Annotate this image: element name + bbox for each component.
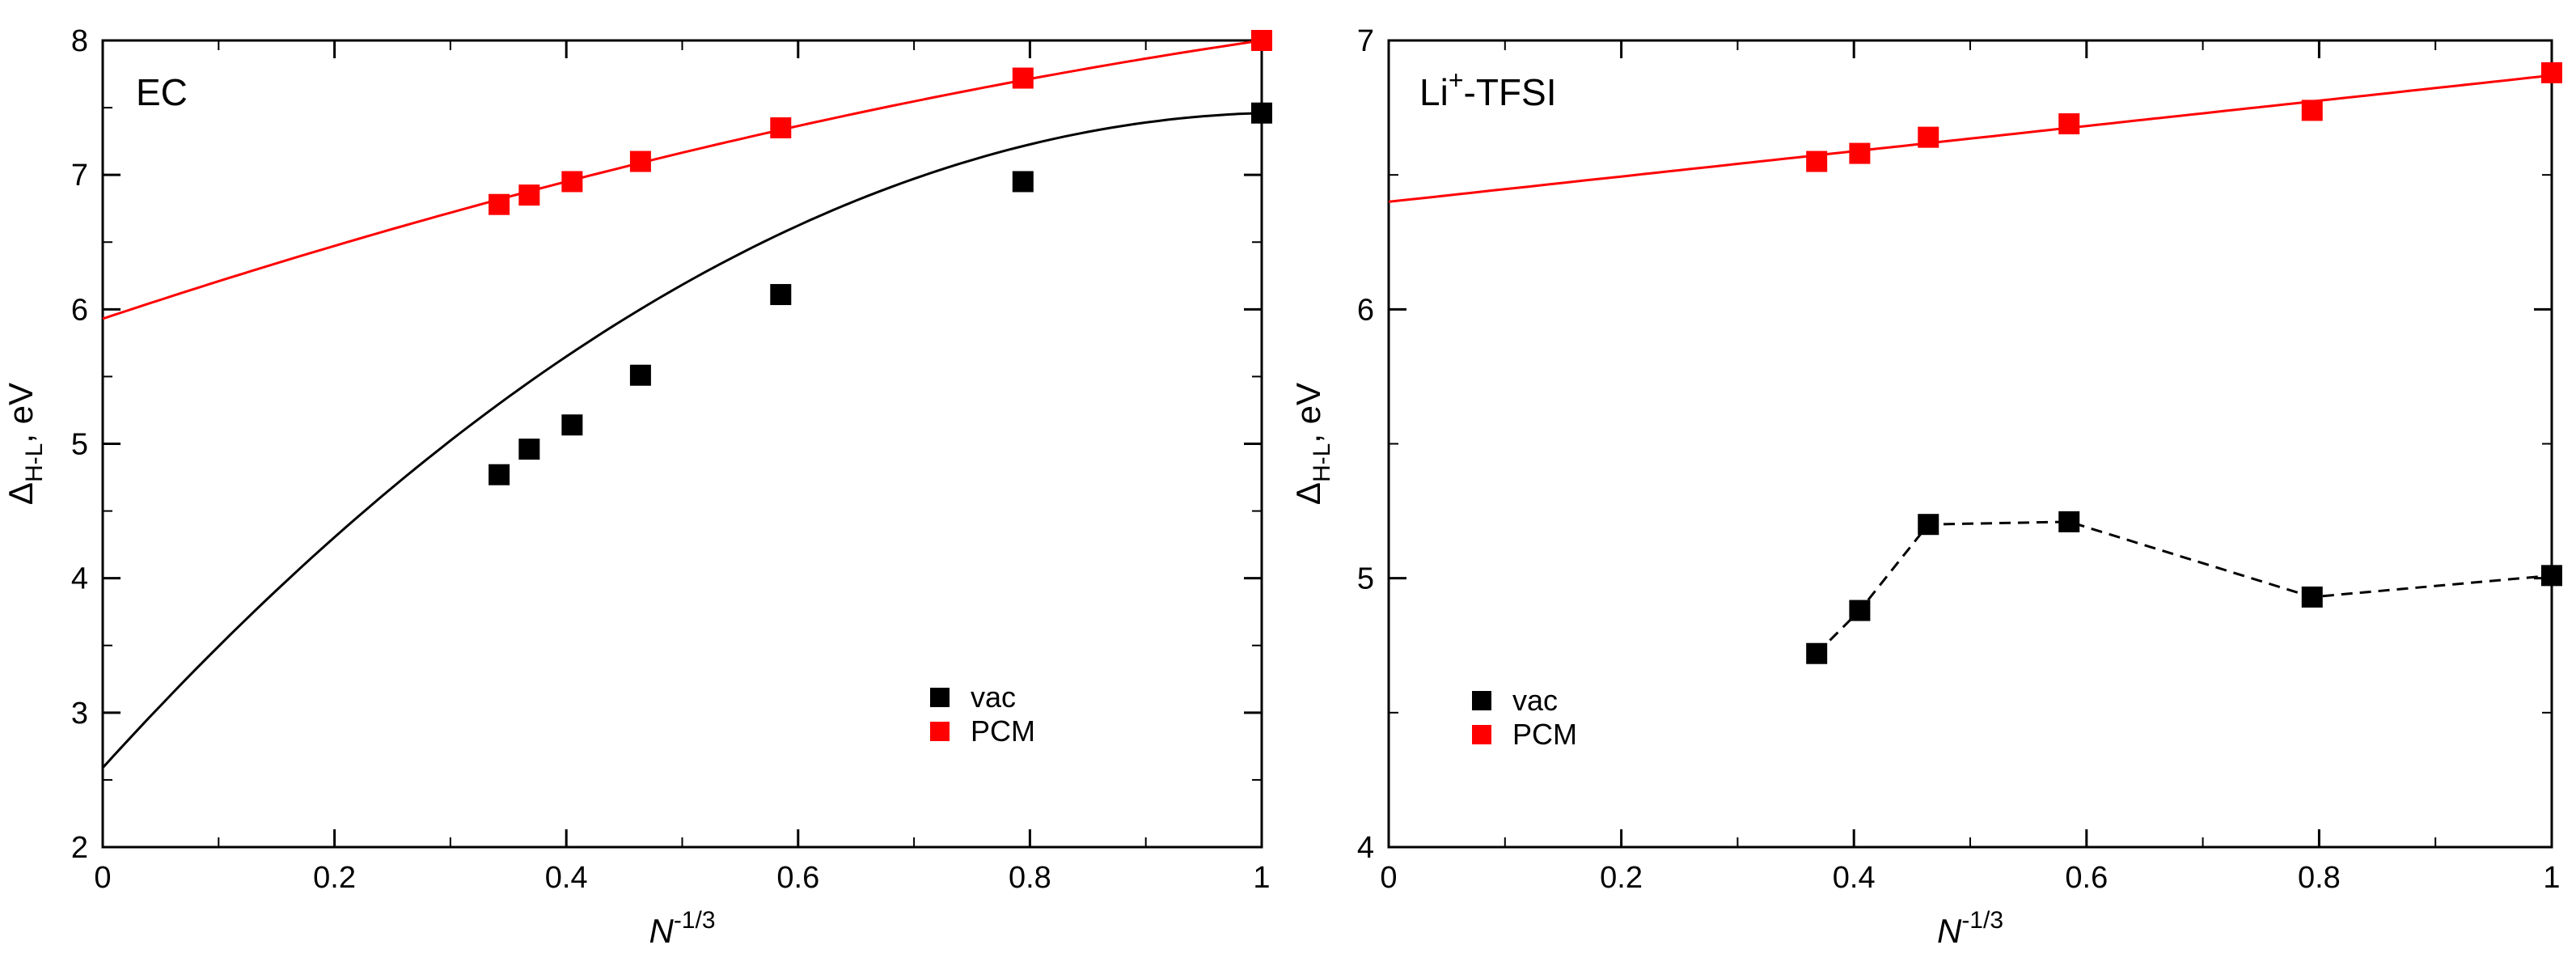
x-axis-label-superscript: -1/3 [1961,907,2003,934]
x-axis-label-main: N [1937,912,1962,950]
legend-label-vac: vac [971,680,1016,714]
data-point-vac [1251,102,1272,124]
y-tick-label: 2 [71,831,88,865]
data-point-pcm [489,193,510,215]
x-tick-label: 0.4 [1833,861,1876,895]
data-point-vac [2058,511,2080,532]
x-tick-label: 0.4 [545,861,588,895]
data-point-vac [2541,565,2562,587]
y-tick-label: 6 [1357,293,1374,327]
y-tick-label: 4 [1357,831,1374,865]
data-point-vac [2301,586,2323,608]
x-axis-label-superscript: -1/3 [674,907,716,934]
y-tick-label: 7 [71,159,88,193]
legend-label-pcm: PCM [971,714,1035,748]
data-point-vac [561,414,583,436]
x-tick-label: 0.8 [1009,861,1051,895]
y-tick-label: 3 [71,697,88,731]
data-point-vac [1806,642,1828,664]
y-axis-label-subscript: H-L [21,443,48,482]
y-tick-label: 5 [1357,562,1374,596]
y-tick-label: 7 [1357,24,1374,58]
data-point-vac [770,284,792,306]
y-axis-label-unit: , eV [1289,383,1327,443]
panel-title: EC [136,71,188,113]
x-tick-label: 0.2 [1600,861,1643,895]
y-tick-label: 4 [71,562,88,596]
series-line-pcm [1388,74,2553,203]
y-axis-label-unit: , eV [2,383,40,443]
data-point-pcm [1251,30,1272,51]
data-point-pcm [1849,142,1871,164]
series-line-vac [1816,520,2553,655]
legend-marker-pcm [930,722,950,741]
y-axis-label: ΔH-L, eV [2,383,48,505]
panel-title-main: EC [136,71,188,113]
x-tick-label: 0 [1380,861,1397,895]
panel-title: Li+-TFSI [1419,66,1556,113]
legend-label-pcm: PCM [1512,718,1577,751]
x-axis-label-main: N [649,912,674,950]
y-axis-label-subscript: H-L [1309,443,1335,482]
data-point-vac [518,439,540,460]
chart-panel-1: 0 0.2 0.4 0.6 0.8 1 2 3 4 5 6 7 8 N-1/3 ΔH-L, eV EC vacP… [2,24,1272,950]
x-tick-label: 0.8 [2298,861,2341,895]
data-point-pcm [1918,126,1939,148]
data-point-pcm [2301,100,2323,121]
legend-marker-vac [1472,691,1491,710]
y-tick-label: 6 [71,293,88,327]
x-tick-label: 1 [1253,861,1270,895]
series-line-vac [101,112,1263,769]
x-tick-label: 0.6 [2065,861,2108,895]
legend-marker-pcm [1472,725,1491,744]
data-point-vac [1012,171,1034,193]
data-point-vac [489,464,510,485]
data-point-vac [1918,514,1939,536]
legend-marker-vac [930,688,950,707]
data-point-pcm [629,150,651,172]
y-tick-label: 5 [71,428,88,462]
y-tick-label: 8 [71,24,88,58]
legend-label-vac: vac [1512,684,1558,717]
panel-title-suffix: -TFSI [1464,71,1557,113]
chart-panel-2: 0 0.2 0.4 0.6 0.8 1 4 5 6 7 N-1/3 ΔH-L, eV Li+-TFSI v… [1289,24,2562,950]
data-point-pcm [2541,61,2562,83]
x-tick-label: 0.2 [313,861,356,895]
data-point-pcm [770,117,792,139]
data-point-vac [1849,600,1871,621]
x-axis-label: N-1/3 [1937,907,2003,950]
x-tick-label: 1 [2543,861,2560,895]
data-point-pcm [1012,67,1034,89]
panel-title-superscript: + [1449,66,1464,95]
panel-title-main: Li [1419,71,1449,113]
x-tick-label: 0 [94,861,111,895]
y-axis-label: ΔH-L, eV [1289,383,1335,505]
x-tick-label: 0.6 [776,861,819,895]
data-point-pcm [518,184,540,206]
data-point-vac [629,364,651,386]
data-point-pcm [2058,113,2080,135]
data-point-pcm [561,171,583,193]
y-axis-label-main: Δ [2,482,40,505]
data-point-pcm [1806,150,1828,172]
y-axis-label-main: Δ [1289,482,1327,505]
series-line-pcm [102,39,1263,320]
x-axis-label: N-1/3 [649,907,715,950]
